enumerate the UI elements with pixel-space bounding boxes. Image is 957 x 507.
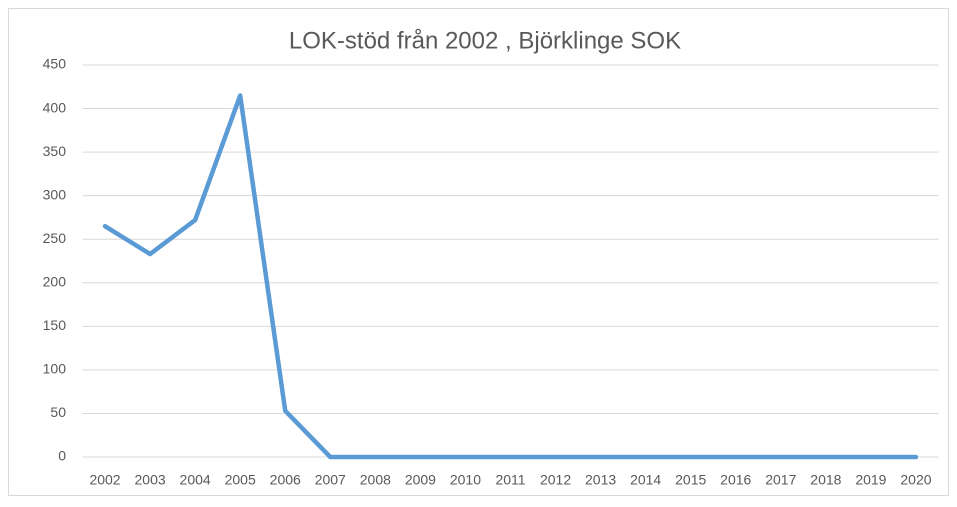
x-tick-label: 2011 — [495, 472, 525, 488]
x-tick-label: 2002 — [89, 472, 120, 488]
x-tick-label: 2019 — [855, 472, 886, 488]
y-tick-label: 350 — [43, 143, 67, 159]
x-tick-label: 2013 — [585, 472, 616, 488]
x-tick-label: 2020 — [900, 472, 931, 488]
x-tick-label: 2004 — [180, 472, 211, 488]
chart-title: LOK-stöd från 2002 , Björklinge SOK — [289, 27, 681, 54]
y-tick-label: 0 — [58, 448, 66, 464]
x-tick-label: 2012 — [540, 472, 571, 488]
line — [102, 93, 919, 460]
y-tick-label: 100 — [43, 361, 67, 377]
x-tick-label: 2006 — [270, 472, 301, 488]
y-tick-label: 300 — [43, 186, 67, 202]
x-tick-label: 2017 — [765, 472, 796, 488]
y-tick-label: 450 — [43, 56, 67, 72]
x-tick-label: 2005 — [225, 472, 256, 488]
chart-border — [8, 8, 949, 496]
y-tick-label: 200 — [43, 273, 67, 289]
x-tick-label: 2008 — [360, 472, 391, 488]
x-tick-label: 2007 — [315, 472, 346, 488]
x-tick-label: 2010 — [450, 472, 481, 488]
x-tick-label: 2003 — [135, 472, 166, 488]
x-tick-label: 2009 — [405, 472, 436, 488]
x-tick-label: 2015 — [675, 472, 706, 488]
y-tick-label: 250 — [43, 230, 67, 246]
x-tick-label: 2014 — [630, 472, 661, 488]
x-tick-label: 2018 — [810, 472, 841, 488]
y-tick-label: 400 — [43, 99, 67, 115]
y-tick-label: 50 — [50, 404, 66, 420]
x-tick-label: 2016 — [720, 472, 751, 488]
y-tick-label: 150 — [43, 317, 67, 333]
